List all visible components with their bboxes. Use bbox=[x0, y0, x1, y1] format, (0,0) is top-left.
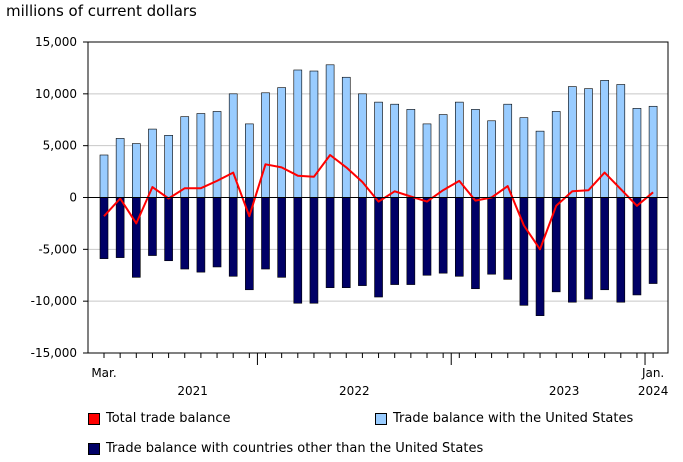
bar-other bbox=[616, 197, 626, 303]
bar-other bbox=[519, 197, 529, 306]
bar-us bbox=[632, 108, 642, 198]
bar-us bbox=[277, 87, 286, 198]
line-total bbox=[103, 154, 654, 251]
bar-us bbox=[406, 109, 416, 198]
bar-us bbox=[132, 143, 141, 198]
y-tick-label: 10,000 bbox=[35, 87, 77, 101]
bar-other bbox=[115, 197, 125, 258]
bar-other bbox=[293, 197, 303, 304]
legend: Total trade balance Trade balance with t… bbox=[0, 404, 683, 462]
tick-labels: 15,000 10,000 5,000 0 -5,000 -10,000 -15,000 Ma… bbox=[31, 35, 669, 398]
bar-other bbox=[148, 197, 157, 256]
line-series-layer bbox=[103, 154, 654, 251]
bar-us bbox=[180, 116, 190, 198]
bar-other bbox=[325, 197, 335, 288]
bar-us bbox=[568, 86, 577, 198]
bar-other bbox=[648, 197, 658, 284]
x-year-label: 2023 bbox=[549, 384, 580, 398]
y-tick-label: 5,000 bbox=[43, 139, 77, 153]
x-last-month-label: Jan. bbox=[641, 366, 664, 380]
bar-us bbox=[309, 70, 319, 198]
bar-other bbox=[196, 197, 206, 273]
x-year-label: 2024 bbox=[638, 384, 669, 398]
bar-other bbox=[487, 197, 496, 275]
bar-other bbox=[358, 197, 367, 286]
bar-us bbox=[99, 154, 109, 198]
bar-series-layer bbox=[99, 64, 658, 316]
bar-us bbox=[616, 84, 626, 198]
bar-other bbox=[261, 197, 270, 270]
chart-canvas: 15,000 10,000 5,000 0 -5,000 -10,000 -15,000 Ma… bbox=[31, 35, 669, 398]
legend-swatch-us bbox=[375, 412, 387, 425]
y-tick-label: -5,000 bbox=[38, 242, 77, 256]
legend-item-us: Trade balance with the United States bbox=[375, 411, 633, 426]
bar-us bbox=[584, 88, 593, 198]
bar-other bbox=[632, 197, 642, 296]
bar-other bbox=[277, 197, 286, 278]
bar-us bbox=[374, 101, 383, 198]
bar-other bbox=[568, 197, 577, 303]
bar-other bbox=[438, 197, 448, 274]
bar-us bbox=[600, 80, 609, 198]
bar-us bbox=[438, 114, 448, 198]
bar-other bbox=[180, 197, 190, 270]
bar-us bbox=[325, 64, 335, 198]
bar-us bbox=[519, 117, 529, 198]
bar-other bbox=[164, 197, 173, 262]
bar-us bbox=[245, 123, 254, 198]
bar-us bbox=[422, 123, 432, 198]
bar-us bbox=[648, 105, 658, 198]
legend-swatch-total bbox=[88, 412, 100, 425]
bar-other bbox=[390, 197, 400, 285]
bar-us bbox=[261, 92, 270, 198]
bar-other bbox=[341, 197, 351, 288]
bar-other bbox=[228, 197, 238, 277]
bar-other bbox=[503, 197, 513, 280]
bar-us bbox=[212, 111, 222, 198]
bar-us bbox=[535, 130, 545, 198]
bar-other bbox=[584, 197, 593, 300]
y-tick-label: -15,000 bbox=[31, 346, 77, 360]
bar-other bbox=[212, 197, 222, 268]
bar-us bbox=[164, 135, 173, 198]
bar-other bbox=[309, 197, 319, 304]
bar-other bbox=[132, 197, 141, 278]
bar-us bbox=[196, 113, 206, 198]
bar-us bbox=[471, 109, 480, 198]
x-year-label: 2022 bbox=[339, 384, 370, 398]
x-year-label: 2021 bbox=[177, 384, 208, 398]
y-tick-label: 0 bbox=[69, 191, 77, 205]
bar-other bbox=[422, 197, 432, 276]
y-tick-label: 15,000 bbox=[35, 35, 77, 49]
legend-label-total: Total trade balance bbox=[106, 411, 231, 426]
bar-us bbox=[341, 76, 351, 198]
y-axis-unit-label: millions of current dollars bbox=[6, 2, 197, 20]
bar-us bbox=[293, 69, 303, 198]
bar-other bbox=[374, 197, 383, 298]
legend-item-other: Trade balance with countries other than … bbox=[88, 441, 483, 456]
bar-other bbox=[600, 197, 609, 291]
legend-label-us: Trade balance with the United States bbox=[393, 411, 634, 426]
bar-other bbox=[471, 197, 480, 290]
bar-other bbox=[454, 197, 464, 277]
legend-label-other: Trade balance with countries other than … bbox=[106, 441, 484, 456]
bar-us bbox=[390, 103, 400, 198]
bar-us bbox=[551, 111, 561, 198]
bar-other bbox=[406, 197, 416, 285]
bar-us bbox=[503, 103, 513, 198]
x-first-month-label: Mar. bbox=[91, 366, 116, 380]
legend-swatch-other bbox=[88, 442, 100, 455]
bar-us bbox=[487, 120, 496, 198]
y-tick-label: -10,000 bbox=[31, 294, 77, 308]
bar-other bbox=[535, 197, 545, 316]
legend-item-total: Total trade balance bbox=[88, 411, 230, 426]
bar-other bbox=[99, 197, 109, 259]
bar-us bbox=[115, 138, 125, 198]
axes bbox=[83, 41, 669, 365]
